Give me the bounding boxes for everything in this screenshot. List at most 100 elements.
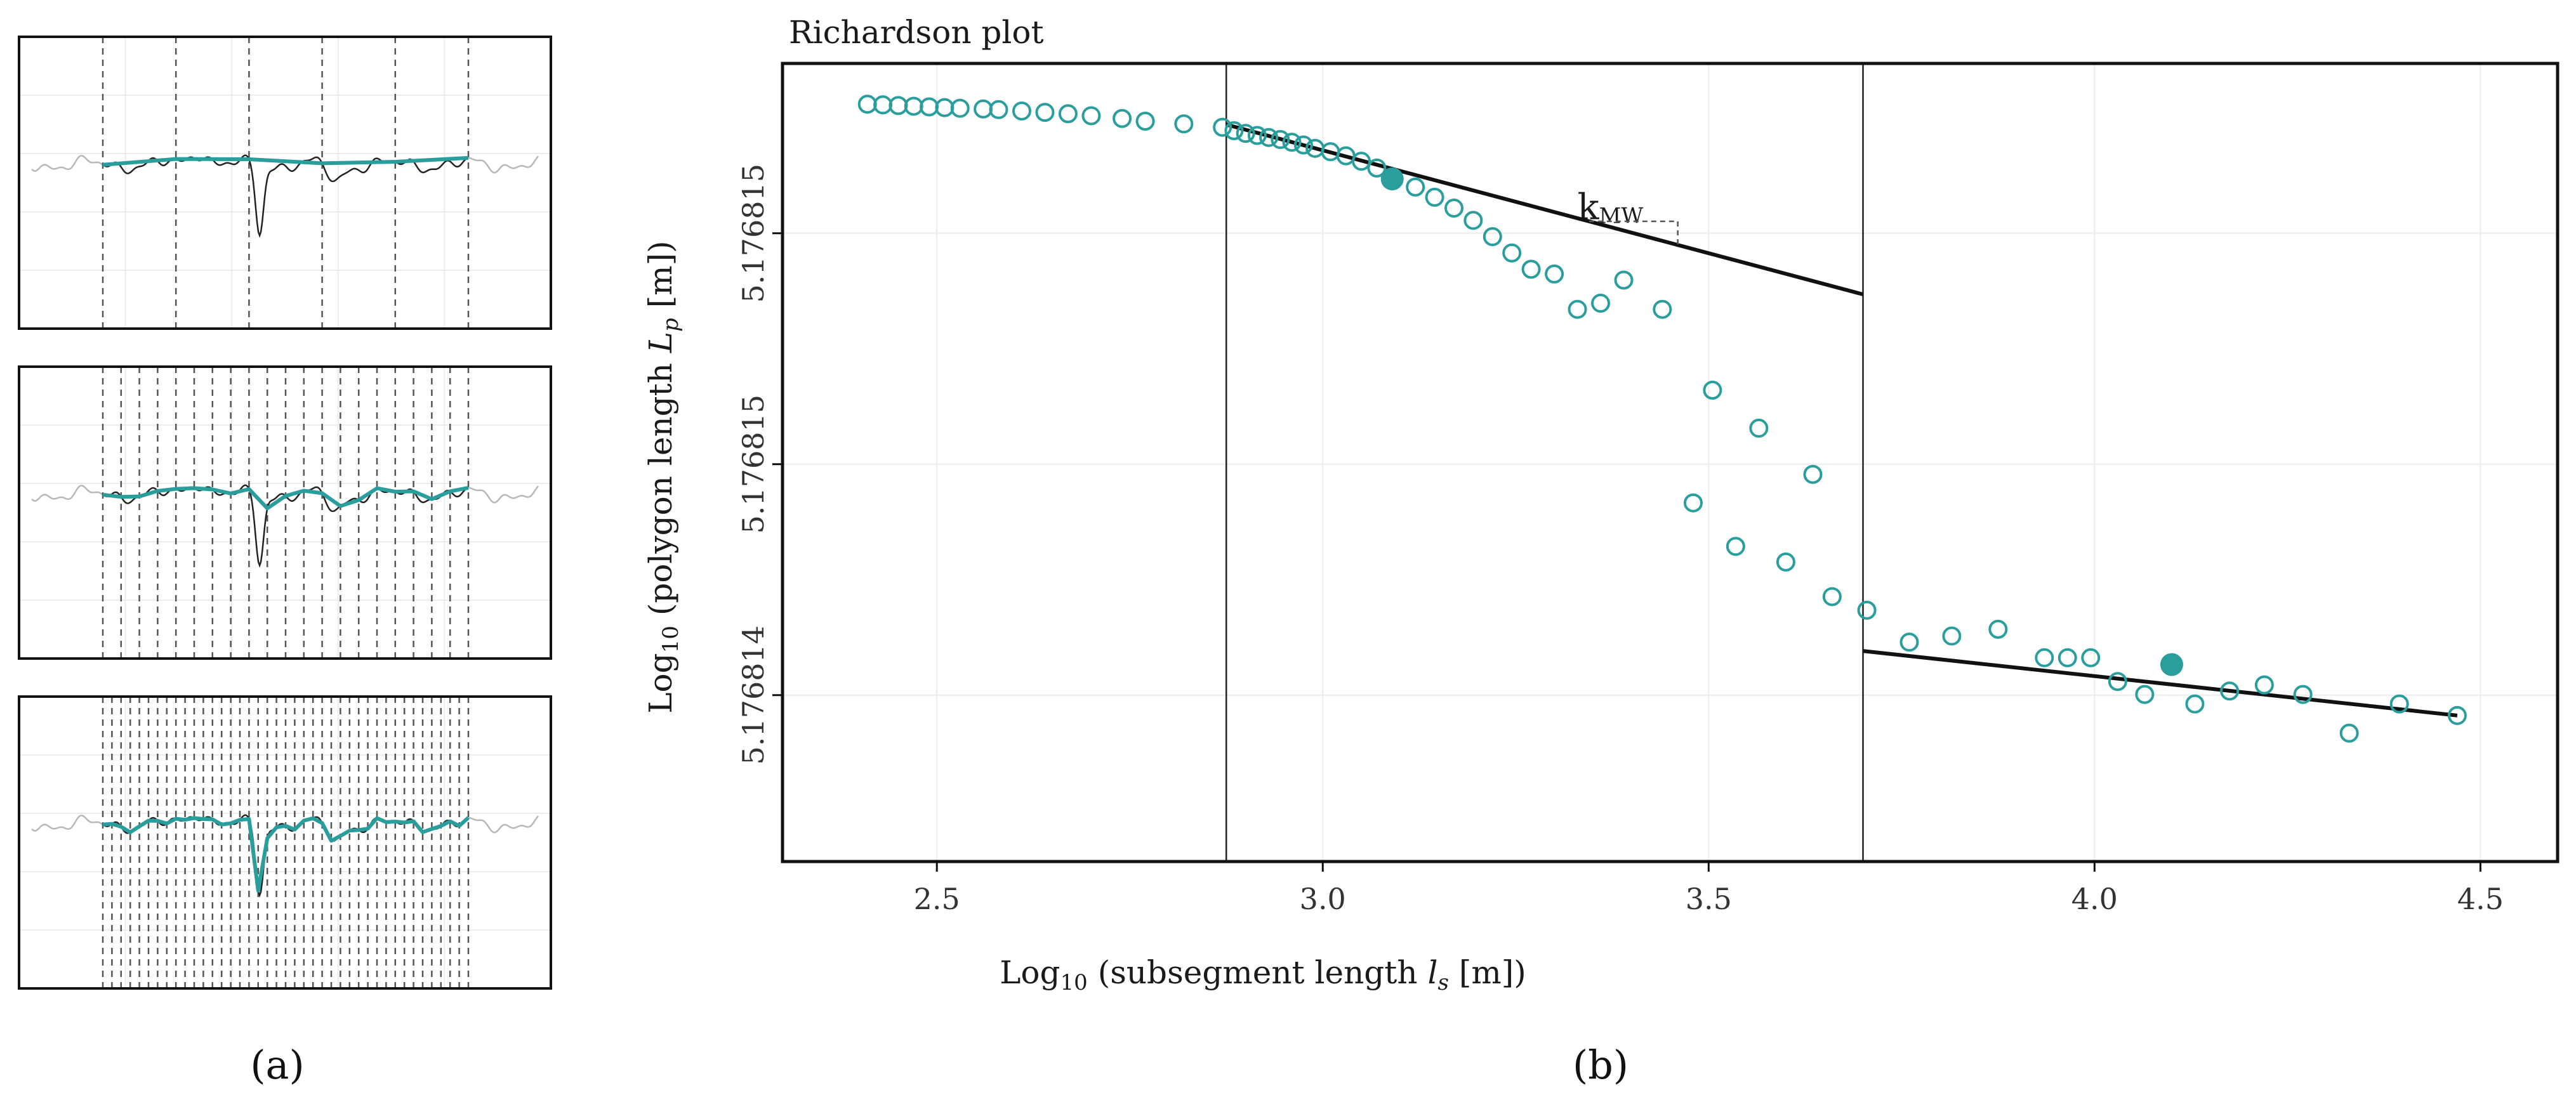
x-axis-label-text: (subsegment length <box>1088 954 1428 991</box>
data-point <box>1293 135 1313 155</box>
y-axis-label-varsub: p <box>658 318 684 332</box>
chart-title: Richardson plot <box>789 14 1044 51</box>
data-point <box>1857 600 1877 620</box>
profile-outside-left <box>31 155 103 172</box>
x-axis-label-log: Log <box>1000 954 1060 991</box>
data-point <box>974 99 993 119</box>
data-point <box>2389 694 2409 714</box>
data-point <box>1174 114 1194 134</box>
highlight-point <box>1380 167 1404 191</box>
data-point <box>1483 227 1502 247</box>
subplot-frame <box>18 365 552 660</box>
panel-a <box>18 36 552 990</box>
subplot-a2 <box>18 365 552 660</box>
subplot-a1 <box>18 36 552 330</box>
y-axis-label-end: [m]) <box>642 240 679 318</box>
data-point <box>873 95 893 115</box>
data-point <box>1012 101 1031 121</box>
polygon-line <box>102 155 469 167</box>
data-point <box>2081 648 2101 667</box>
y-tick-label: 5.176815 <box>736 395 770 534</box>
y-axis-label-sub: 10 <box>658 626 684 653</box>
slope-triangle <box>1589 220 1679 246</box>
data-point <box>1259 128 1279 147</box>
data-point <box>2339 723 2359 743</box>
y-tick-label: 5.176815 <box>736 164 770 303</box>
data-point <box>2108 672 2127 692</box>
data-point <box>1081 106 1101 126</box>
data-point <box>1463 211 1483 230</box>
data-point <box>1703 380 1722 400</box>
data-point <box>1776 552 1795 572</box>
subplot-frame <box>18 695 552 990</box>
panel-b: Richardson plot kMW Log10 (subsegment le… <box>642 14 2559 995</box>
profile-outside-right <box>468 485 539 504</box>
y-axis-label-var: L <box>642 332 679 353</box>
y-axis-label-text: (polygon length <box>642 353 679 626</box>
profile-outside-left <box>31 815 103 832</box>
data-point <box>935 98 954 117</box>
panel-label-a: (a) <box>250 1042 304 1088</box>
data-point <box>1568 299 1587 319</box>
data-point <box>1899 633 1919 652</box>
data-point <box>857 95 877 114</box>
data-point <box>1749 418 1769 438</box>
data-point <box>1113 108 1132 128</box>
data-point <box>1502 243 1522 263</box>
data-point <box>1247 126 1267 145</box>
data-point <box>2293 685 2313 704</box>
data-point <box>888 96 908 115</box>
data-point <box>1035 103 1055 122</box>
data-point <box>1236 124 1255 143</box>
profile-outside-left <box>31 485 103 502</box>
data-point <box>1352 152 1371 171</box>
data-point <box>1224 121 1244 140</box>
data-point <box>1988 619 2008 639</box>
subplot-a3 <box>18 695 552 990</box>
subplot-frame <box>18 36 552 330</box>
data-point <box>1591 293 1611 313</box>
data-point <box>1521 259 1541 279</box>
data-point <box>1058 104 1078 124</box>
data-point <box>1282 133 1302 152</box>
data-point <box>2254 675 2274 695</box>
data-point <box>2035 648 2054 667</box>
data-point <box>1406 177 1425 197</box>
x-tick-label: 2.5 <box>914 882 960 916</box>
data-point <box>1213 117 1232 137</box>
data-point <box>1545 264 1564 284</box>
data-point <box>1653 299 1672 319</box>
data-point <box>1614 270 1634 290</box>
y-axis-label: Log10 (polygon length Lp [m]) <box>642 240 684 713</box>
data-point <box>1822 587 1842 607</box>
data-point <box>2135 685 2155 704</box>
x-tick-label: 4.0 <box>2071 882 2118 916</box>
x-tick-label: 3.0 <box>1300 882 1346 916</box>
profile-outside-right <box>468 155 539 174</box>
polygon-line <box>102 485 469 511</box>
x-axis-label-end: [m]) <box>1449 954 1526 991</box>
data-point <box>1425 187 1444 207</box>
y-axis-label-log: Log <box>642 653 679 713</box>
y-tick-label: 5.176814 <box>736 626 770 765</box>
polygon-line <box>102 816 470 893</box>
data-point <box>2447 705 2467 725</box>
x-axis-label-var: l <box>1428 954 1438 991</box>
data-point <box>2185 694 2205 714</box>
data-point <box>950 98 970 118</box>
data-point <box>1803 464 1823 484</box>
data-point <box>904 96 923 116</box>
data-point <box>920 97 939 117</box>
x-axis-label-sub: 10 <box>1060 970 1088 995</box>
fit-line <box>1863 649 2458 718</box>
fit-line <box>1225 122 1864 296</box>
x-tick-label: 4.5 <box>2457 882 2504 916</box>
data-point <box>1942 626 1962 646</box>
data-point <box>1683 493 1703 513</box>
x-axis-label-varsub: s <box>1438 970 1449 995</box>
data-point <box>1726 537 1745 556</box>
x-axis-label: Log10 (subsegment length ls [m]) <box>1000 954 1526 995</box>
data-point <box>2057 648 2077 667</box>
data-point <box>1135 112 1155 131</box>
